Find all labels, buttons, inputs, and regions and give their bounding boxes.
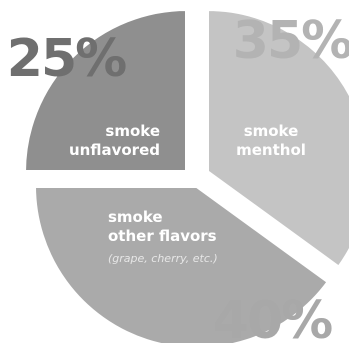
slices-layer — [21, 6, 349, 343]
labels-layer: smoke menthol 35% smoke other flavors (grape,… — [7, 11, 349, 343]
percent-label-2: 40% — [213, 291, 332, 343]
pie-slice-2 — [31, 184, 332, 343]
percent-label-3: 25% — [7, 29, 126, 89]
slice-label-1: smoke menthol — [236, 122, 306, 159]
slice-sublabel-2: (grape, cherry, etc.) — [108, 252, 218, 265]
percent-label-1: 35% — [233, 11, 349, 71]
pie-slice-3 — [21, 6, 189, 174]
slice-label-2: smoke other flavors — [108, 208, 217, 245]
pie-slice-1 — [205, 6, 349, 271]
slice-label-3: smoke unflavored — [69, 122, 160, 159]
